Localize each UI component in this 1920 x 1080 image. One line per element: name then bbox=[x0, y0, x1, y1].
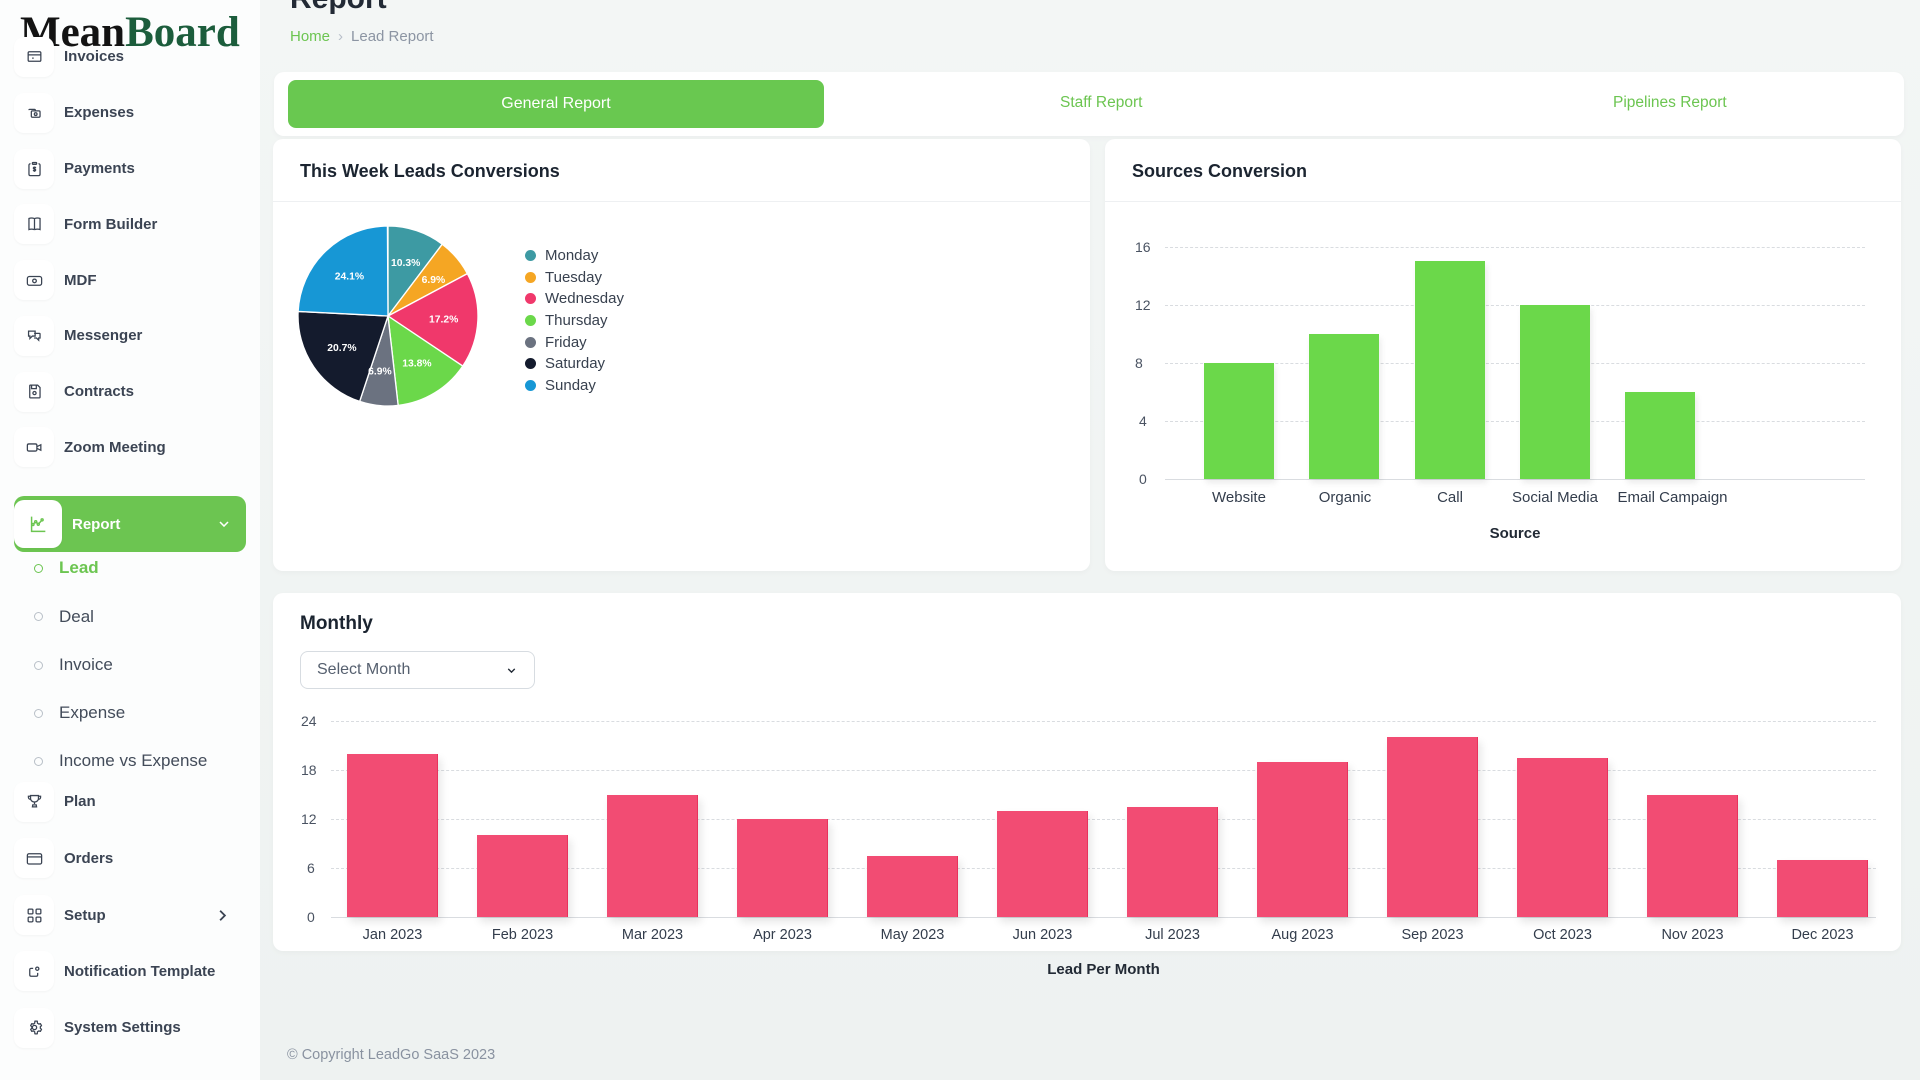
svg-text:20.7%: 20.7% bbox=[327, 343, 356, 354]
svg-text:24.1%: 24.1% bbox=[335, 271, 364, 282]
svg-text:10.3%: 10.3% bbox=[391, 258, 420, 269]
svg-text:6.9%: 6.9% bbox=[368, 367, 392, 378]
svg-text:17.2%: 17.2% bbox=[429, 314, 458, 325]
svg-text:6.9%: 6.9% bbox=[422, 275, 446, 286]
svg-text:13.8%: 13.8% bbox=[402, 358, 431, 369]
